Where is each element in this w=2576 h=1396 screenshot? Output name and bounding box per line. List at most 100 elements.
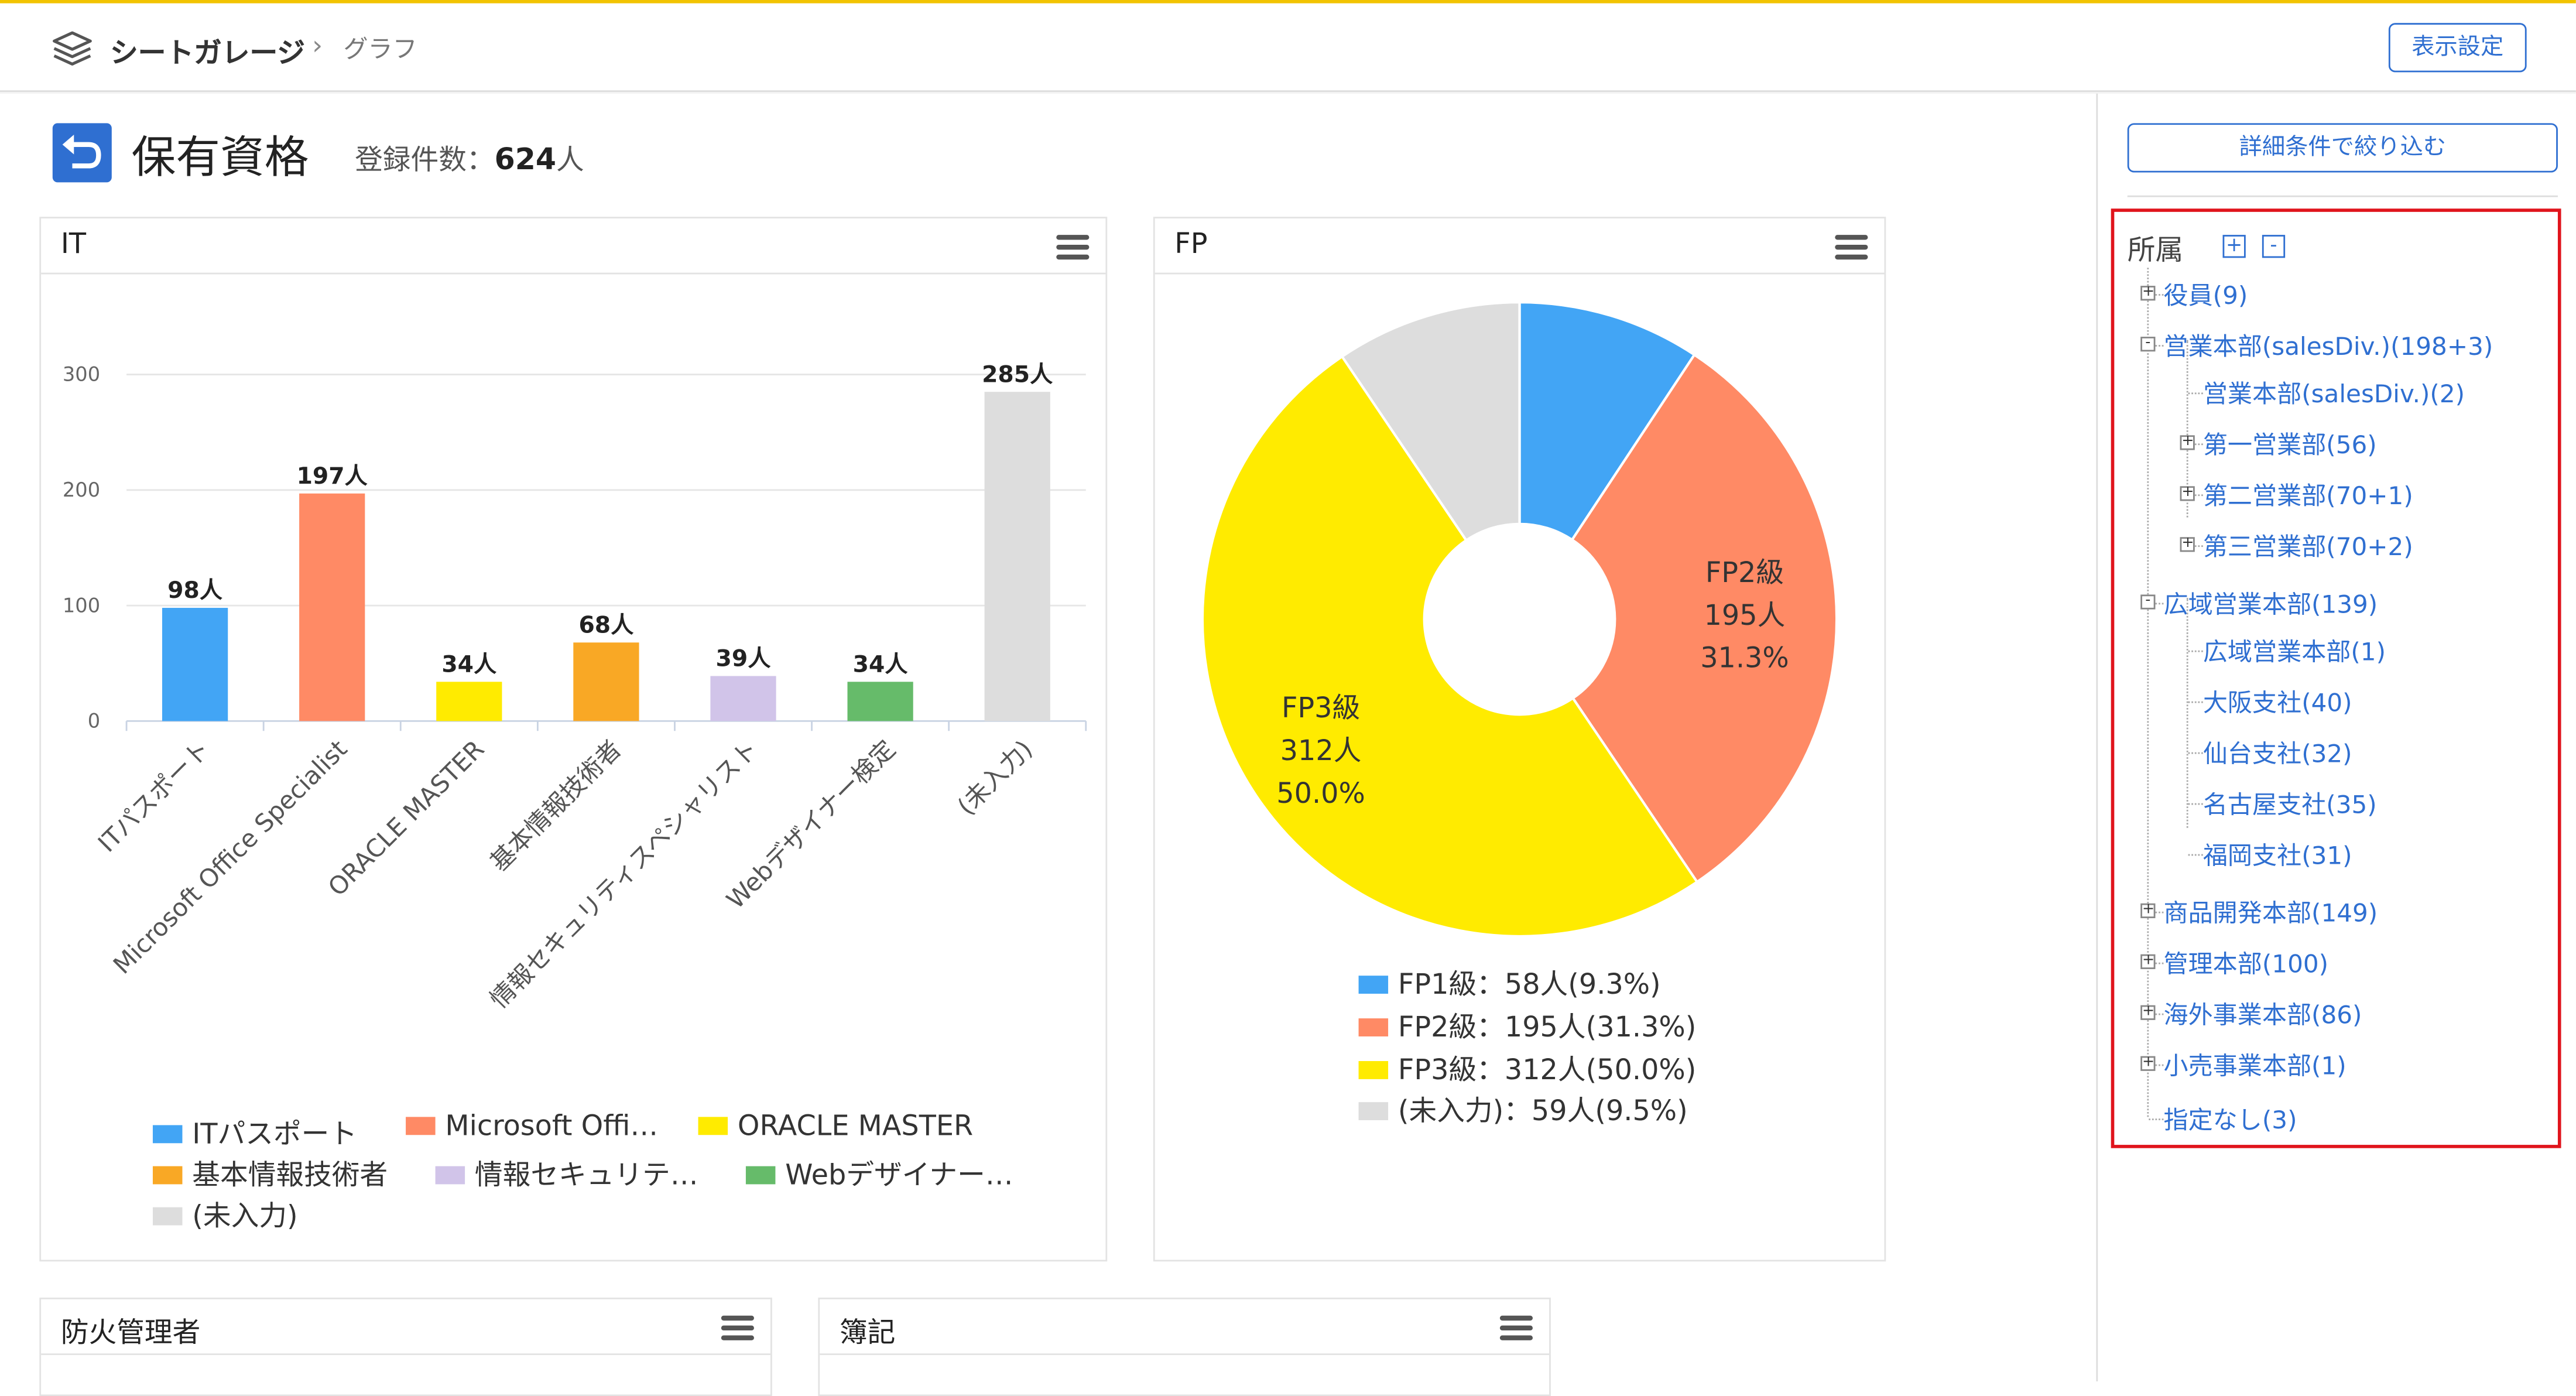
slice-label: FP3級 xyxy=(1282,692,1360,724)
tree-node-label[interactable]: 営業本部(salesDiv.)(2) xyxy=(2202,379,2465,409)
tree-node-label[interactable]: 名古屋支社(35) xyxy=(2202,790,2377,820)
expand-node-icon[interactable]: + xyxy=(2140,902,2156,918)
bar-data-label: 98人 xyxy=(167,577,223,604)
it-chart-panel: IT 0 100 200 300 98人 ITパスポート 197人 Microsoft Off… xyxy=(39,217,1108,1262)
tree-node-label[interactable]: 指定なし(3) xyxy=(2163,1105,2297,1135)
legend-label: 基本情報技術者 xyxy=(192,1159,388,1193)
tree-node-label[interactable]: 福岡支社(31) xyxy=(2202,841,2352,871)
tree-connector xyxy=(2188,854,2203,856)
tree-node-label[interactable]: 第三営業部(70+2) xyxy=(2202,532,2413,562)
tree-connector xyxy=(2149,962,2164,964)
expand-node-icon[interactable]: + xyxy=(2180,434,2195,450)
back-button[interactable] xyxy=(52,123,112,183)
breadcrumb-chevron-icon: › xyxy=(312,29,323,61)
fp-legend-1[interactable]: FP1級：58人(9.3%) xyxy=(1358,961,1661,1002)
expand-node-icon[interactable]: + xyxy=(2140,1004,2156,1020)
panel-title: FP xyxy=(1174,228,1208,261)
expand-node-icon[interactable]: + xyxy=(2140,953,2156,969)
pie-slice[interactable] xyxy=(1340,301,1521,542)
slice-label: 50.0% xyxy=(1276,778,1365,810)
tree-connector xyxy=(2188,443,2203,446)
y-tick-label: 200 xyxy=(63,478,100,501)
bar[interactable] xyxy=(162,608,228,721)
tree-guide-line xyxy=(2147,268,2149,1117)
record-count-label: 登録件数： xyxy=(355,144,495,177)
page-title: 保有資格 xyxy=(131,133,309,184)
bar-data-label: 34人 xyxy=(853,651,909,678)
hamburger-menu-icon[interactable] xyxy=(1056,235,1090,260)
hamburger-menu-icon[interactable] xyxy=(1835,235,1868,260)
tree-title: 所属 xyxy=(2127,235,2184,268)
slice-label: 195人 xyxy=(1704,600,1786,632)
bar[interactable] xyxy=(847,682,913,721)
fp-legend-3[interactable]: FP3級：312人(50.0%) xyxy=(1358,1046,1696,1087)
top-header: シートガレージ › グラフ 表示設定 xyxy=(0,0,2576,93)
bar-data-label: 285人 xyxy=(982,361,1053,388)
legend-label: 情報セキュリテ… xyxy=(474,1159,698,1193)
it-bar-chart: 0 100 200 300 98人 ITパスポート 197人 Microsoft Office… xyxy=(63,361,1087,1014)
tree-connector xyxy=(2149,1118,2164,1121)
expand-node-icon[interactable]: + xyxy=(2180,485,2195,501)
bar[interactable] xyxy=(573,642,639,721)
breadcrumb-current: グラフ xyxy=(343,34,417,64)
expand-node-icon[interactable]: + xyxy=(2140,1055,2156,1071)
bar[interactable] xyxy=(436,682,502,721)
tree-node-label[interactable]: 海外事業本部(86) xyxy=(2163,1000,2362,1030)
fp-legend-4[interactable]: (未入力)：59人(9.5%) xyxy=(1358,1087,1688,1128)
bar[interactable] xyxy=(710,676,776,721)
tree-node-label[interactable]: 小売事業本部(1) xyxy=(2163,1051,2347,1081)
tree-connector xyxy=(2149,1013,2164,1015)
tree-connector xyxy=(2149,345,2164,347)
expand-node-icon[interactable]: + xyxy=(2180,536,2195,552)
it-legend-2[interactable]: Microsoft Offi… xyxy=(406,1110,658,1143)
return-arrow-icon xyxy=(62,135,101,169)
tree-node-label[interactable]: 仙台支社(32) xyxy=(2202,739,2352,769)
tree-node-label[interactable]: 広域営業本部(1) xyxy=(2202,637,2386,667)
tree-node-label[interactable]: 商品開発本部(149) xyxy=(2163,898,2378,928)
pie-slice[interactable] xyxy=(1570,353,1838,884)
detail-filter-button[interactable]: 詳細条件で絞り込む xyxy=(2127,123,2558,173)
tree-node-label[interactable]: 第二営業部(70+1) xyxy=(2202,481,2413,511)
bar[interactable] xyxy=(299,493,365,721)
record-count-unit: 人 xyxy=(556,144,584,177)
tree-connector xyxy=(2188,650,2203,652)
fire-manager-panel: 防火管理者 xyxy=(39,1297,772,1396)
it-legend-6[interactable]: Webデザイナー… xyxy=(745,1151,1013,1192)
hamburger-menu-icon[interactable] xyxy=(1499,1315,1533,1340)
it-legend-7[interactable]: (未入力) xyxy=(152,1192,298,1234)
it-legend-1[interactable]: ITパスポート xyxy=(152,1110,357,1151)
y-tick-label: 300 xyxy=(63,363,100,386)
panel-header: FP xyxy=(1155,218,1885,275)
it-legend-4[interactable]: 基本情報技術者 xyxy=(152,1151,388,1193)
tree-node-label[interactable]: 広域営業本部(139) xyxy=(2163,589,2378,620)
panel-header: 防火管理者 xyxy=(41,1299,771,1356)
y-tick-label: 100 xyxy=(63,594,100,617)
expand-all-icon[interactable]: + xyxy=(2222,235,2246,258)
tree-node-label[interactable]: 大阪支社(40) xyxy=(2202,688,2352,718)
tree-connector xyxy=(2149,1064,2164,1066)
collapse-all-icon[interactable]: - xyxy=(2262,235,2286,258)
app-name-link[interactable]: シートガレージ xyxy=(110,37,305,71)
hamburger-menu-icon[interactable] xyxy=(721,1315,754,1340)
fp-legend-2[interactable]: FP2級：195人(31.3%) xyxy=(1358,1004,1696,1045)
slice-label: 31.3% xyxy=(1700,642,1789,675)
collapse-node-icon[interactable]: - xyxy=(2140,336,2156,352)
legend-label: Microsoft Offi… xyxy=(445,1110,659,1144)
tree-node-label[interactable]: 管理本部(100) xyxy=(2163,949,2329,979)
tree-node-label[interactable]: 第一営業部(56) xyxy=(2202,430,2377,460)
pie-slice[interactable] xyxy=(1518,301,1697,542)
bar[interactable] xyxy=(984,392,1050,721)
display-settings-button[interactable]: 表示設定 xyxy=(2388,23,2527,73)
tree-connector xyxy=(2188,752,2203,754)
collapse-node-icon[interactable]: - xyxy=(2140,594,2156,610)
tree-node-label[interactable]: 役員(9) xyxy=(2163,280,2248,311)
tree-connector xyxy=(2149,911,2164,913)
it-legend-3[interactable]: ORACLE MASTER xyxy=(698,1110,973,1143)
tree-node-label[interactable]: 営業本部(salesDiv.)(198+3) xyxy=(2163,331,2493,362)
it-legend-5[interactable]: 情報セキュリテ… xyxy=(435,1151,698,1193)
expand-node-icon[interactable]: + xyxy=(2140,285,2156,301)
pie-slice[interactable] xyxy=(1201,354,1699,937)
panel-header: 簿記 xyxy=(820,1299,1550,1356)
filter-sidebar: 詳細条件で絞り込む 所属 + - + 役員(9) - 営業本部(salesDiv.)(… xyxy=(2096,93,2576,1382)
